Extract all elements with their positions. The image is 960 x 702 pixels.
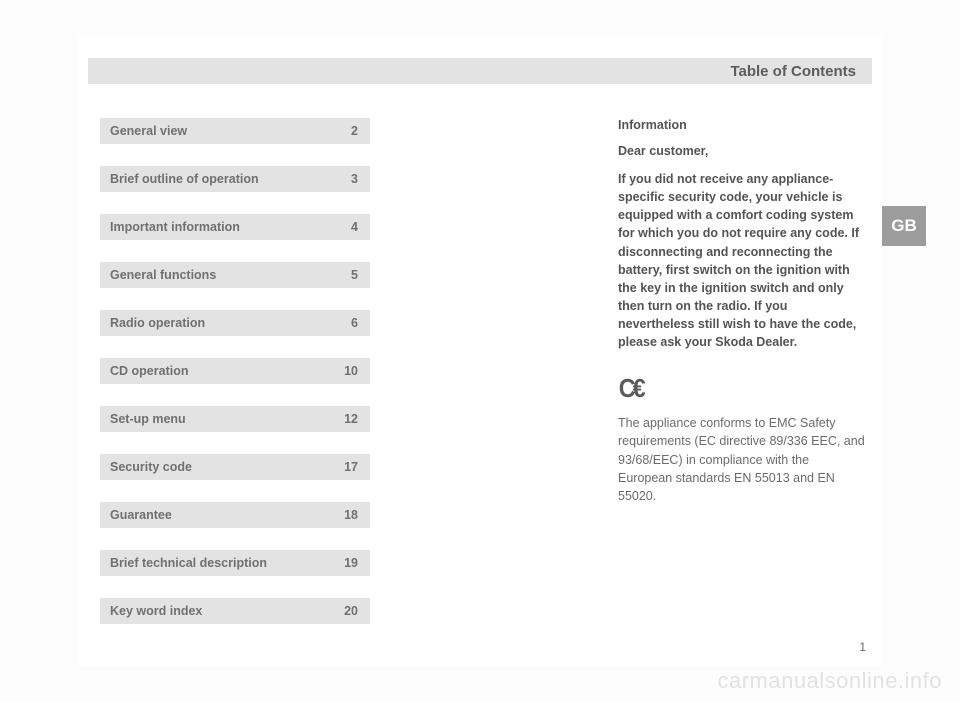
toc-label: Key word index — [110, 604, 202, 618]
ce-mark-icon: C€ — [618, 373, 866, 404]
page-title: Table of Contents — [730, 63, 856, 80]
toc-label: Set-up menu — [110, 412, 186, 426]
toc-row: Brief technical description 19 — [100, 550, 370, 576]
toc-page: 19 — [344, 556, 358, 570]
toc-page: 4 — [351, 220, 358, 234]
toc-label: Important information — [110, 220, 240, 234]
toc-label: Brief technical description — [110, 556, 267, 570]
toc-page: 18 — [344, 508, 358, 522]
toc-row: Set-up menu 12 — [100, 406, 370, 432]
toc-label: Security code — [110, 460, 192, 474]
info-heading: Information — [618, 118, 866, 132]
toc-page: 12 — [344, 412, 358, 426]
toc-row: General functions 5 — [100, 262, 370, 288]
header-bar: Table of Contents — [88, 58, 872, 84]
language-tab-label: GB — [891, 216, 917, 236]
info-salutation: Dear customer, — [618, 144, 866, 158]
toc-row: General view 2 — [100, 118, 370, 144]
compliance-text: The appliance conforms to EMC Safety req… — [618, 414, 866, 505]
toc-row: Radio operation 6 — [100, 310, 370, 336]
toc-label: Brief outline of operation — [110, 172, 259, 186]
toc-page: 20 — [344, 604, 358, 618]
language-tab: GB — [882, 206, 926, 246]
page-number: 1 — [859, 640, 866, 654]
toc-page: 5 — [351, 268, 358, 282]
table-of-contents: General view 2 Brief outline of operatio… — [100, 118, 370, 646]
manual-page: Table of Contents GB General view 2 Brie… — [78, 36, 882, 666]
info-body: If you did not receive any appliance-spe… — [618, 170, 866, 351]
toc-row: Key word index 20 — [100, 598, 370, 624]
toc-row: CD operation 10 — [100, 358, 370, 384]
toc-label: CD operation — [110, 364, 188, 378]
watermark: carmanualsonline.info — [717, 668, 942, 694]
toc-page: 17 — [344, 460, 358, 474]
information-column: Information Dear customer, If you did no… — [618, 118, 866, 505]
toc-row: Important information 4 — [100, 214, 370, 240]
toc-row: Brief outline of operation 3 — [100, 166, 370, 192]
toc-label: General functions — [110, 268, 216, 282]
toc-row: Security code 17 — [100, 454, 370, 480]
toc-row: Guarantee 18 — [100, 502, 370, 528]
toc-label: General view — [110, 124, 187, 138]
toc-page: 10 — [344, 364, 358, 378]
toc-page: 6 — [351, 316, 358, 330]
toc-page: 2 — [351, 124, 358, 138]
toc-label: Guarantee — [110, 508, 172, 522]
toc-page: 3 — [351, 172, 358, 186]
toc-label: Radio operation — [110, 316, 205, 330]
